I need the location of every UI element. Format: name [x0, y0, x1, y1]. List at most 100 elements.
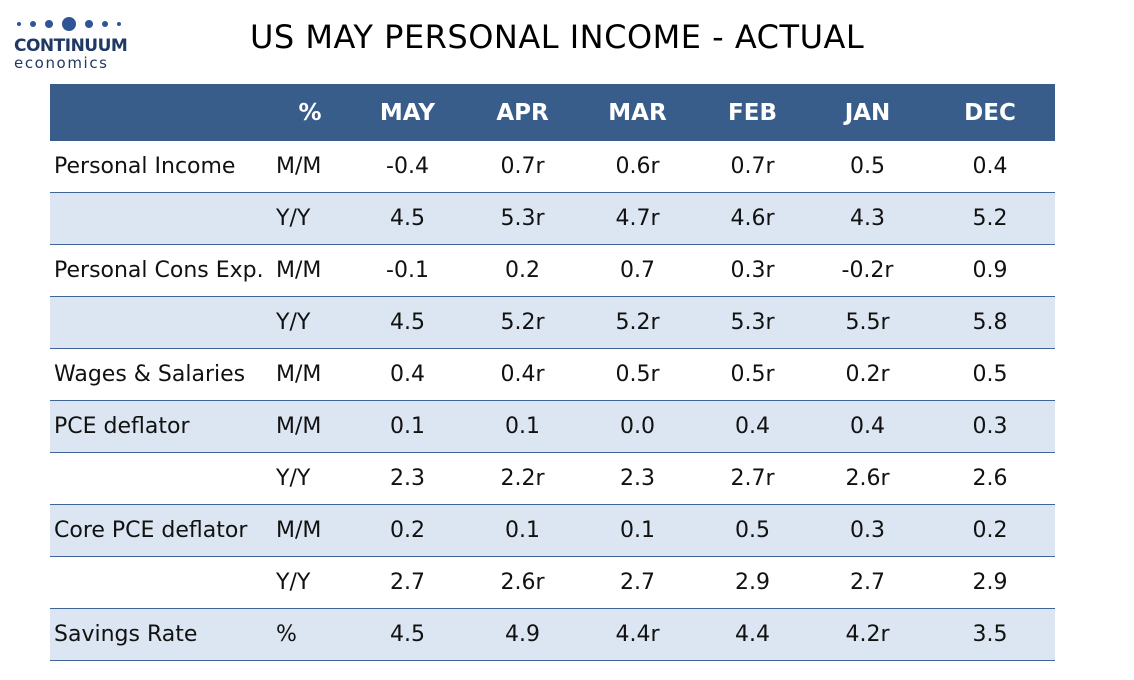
table-cell: 0.3r — [695, 244, 810, 297]
table-cell: 4.4 — [695, 608, 810, 661]
table-row: Y/Y 4.5 5.3r 4.7r 4.6r 4.3 5.2 — [50, 192, 1055, 245]
table-cell: 0.4 — [925, 141, 1055, 193]
table-row: Y/Y 4.5 5.2r 5.2r 5.3r 5.5r 5.8 — [50, 296, 1055, 349]
table-cell: 0.2 — [925, 504, 1055, 557]
row-label — [50, 296, 270, 349]
row-unit: M/M — [270, 244, 350, 297]
row-label: Savings Rate — [50, 608, 270, 661]
column-header: MAY — [350, 84, 465, 141]
row-unit: Y/Y — [270, 452, 350, 505]
table-cell: 0.3 — [925, 400, 1055, 453]
table-cell: 0.5r — [580, 348, 695, 401]
table-row: Wages & Salaries M/M 0.4 0.4r 0.5r 0.5r 0.2r 0.… — [50, 348, 1055, 401]
table-cell: 2.3 — [350, 452, 465, 505]
table-cell: 0.1 — [465, 504, 580, 557]
row-label: Core PCE deflator — [50, 504, 270, 557]
table-cell: 4.3 — [810, 192, 925, 245]
row-unit: Y/Y — [270, 192, 350, 245]
table-cell: 0.1 — [580, 504, 695, 557]
column-header: % — [270, 84, 350, 141]
table-cell: 4.6r — [695, 192, 810, 245]
table-cell: 0.9 — [925, 244, 1055, 297]
table-cell: 0.6r — [580, 141, 695, 193]
table-cell: 2.9 — [925, 556, 1055, 609]
table-cell: 5.2r — [580, 296, 695, 349]
column-header: APR — [465, 84, 580, 141]
table-cell: -0.2r — [810, 244, 925, 297]
table-cell: 4.2r — [810, 608, 925, 661]
table-cell: 4.5 — [350, 192, 465, 245]
table-row: Y/Y 2.3 2.2r 2.3 2.7r 2.6r 2.6 — [50, 452, 1055, 505]
row-unit: % — [270, 608, 350, 661]
table-cell: 5.3r — [465, 192, 580, 245]
table-row: Core PCE deflator M/M 0.2 0.1 0.1 0.5 0.3 0.2 — [50, 504, 1055, 557]
column-header: MAR — [580, 84, 695, 141]
row-label: PCE deflator — [50, 400, 270, 453]
table-cell: -0.1 — [350, 244, 465, 297]
table-cell: 0.2r — [810, 348, 925, 401]
row-label: Personal Cons Exp. — [50, 244, 270, 297]
table-cell: 5.2 — [925, 192, 1055, 245]
row-unit: Y/Y — [270, 296, 350, 349]
row-label — [50, 556, 270, 609]
row-label — [50, 452, 270, 505]
page-title: US MAY PERSONAL INCOME - ACTUAL — [250, 18, 865, 56]
row-label: Wages & Salaries — [50, 348, 270, 401]
brand-subtitle: economics — [14, 54, 109, 72]
row-unit: M/M — [270, 504, 350, 557]
table-cell: 2.9 — [695, 556, 810, 609]
row-unit: M/M — [270, 141, 350, 193]
table-cell: 0.7r — [465, 141, 580, 193]
table-row: PCE deflator M/M 0.1 0.1 0.0 0.4 0.4 0.3 — [50, 400, 1055, 453]
table-cell: 0.5r — [695, 348, 810, 401]
data-table: % MAY APR MAR FEB JAN DEC Personal Income M/M -0… — [50, 84, 1055, 661]
table-cell: 2.6r — [465, 556, 580, 609]
table-cell: 2.7r — [695, 452, 810, 505]
table-row: Personal Cons Exp. M/M -0.1 0.2 0.7 0.3r -0.2r… — [50, 244, 1055, 297]
table-cell: 0.4 — [695, 400, 810, 453]
row-label — [50, 192, 270, 245]
column-header: JAN — [810, 84, 925, 141]
table-cell: 0.1 — [350, 400, 465, 453]
table-cell: 4.5 — [350, 296, 465, 349]
table-cell: 0.7r — [695, 141, 810, 193]
row-unit: Y/Y — [270, 556, 350, 609]
table-cell: 5.8 — [925, 296, 1055, 349]
table-cell: 0.4 — [810, 400, 925, 453]
table-cell: 0.2 — [350, 504, 465, 557]
table-cell: 2.6 — [925, 452, 1055, 505]
table-cell: 2.2r — [465, 452, 580, 505]
row-unit: M/M — [270, 400, 350, 453]
table-cell: 2.7 — [580, 556, 695, 609]
table-cell: 0.7 — [580, 244, 695, 297]
table-cell: 0.5 — [810, 141, 925, 193]
table-cell: 5.3r — [695, 296, 810, 349]
row-label: Personal Income — [50, 141, 270, 193]
table-cell: 4.5 — [350, 608, 465, 661]
table-cell: 3.5 — [925, 608, 1055, 661]
table-row: Y/Y 2.7 2.6r 2.7 2.9 2.7 2.9 — [50, 556, 1055, 609]
column-header — [50, 84, 270, 141]
column-header: DEC — [925, 84, 1055, 141]
table-cell: 0.0 — [580, 400, 695, 453]
table-cell: 0.3 — [810, 504, 925, 557]
table-cell: 0.1 — [465, 400, 580, 453]
row-unit: M/M — [270, 348, 350, 401]
table-row: Savings Rate% 4.5 4.9 4.4r 4.4 4.2r 3.5 — [50, 608, 1055, 661]
table-cell: 4.7r — [580, 192, 695, 245]
table-cell: 0.5 — [925, 348, 1055, 401]
table-header-row: % MAY APR MAR FEB JAN DEC — [50, 84, 1055, 141]
table-cell: 0.4r — [465, 348, 580, 401]
brand-name: CONTINUUM — [14, 36, 128, 56]
table-cell: -0.4 — [350, 141, 465, 193]
table-body: Personal Income M/M -0.4 0.7r 0.6r 0.7r 0.5 0.4… — [50, 141, 1055, 661]
table-cell: 0.5 — [695, 504, 810, 557]
table-cell: 5.5r — [810, 296, 925, 349]
table-cell: 0.4 — [350, 348, 465, 401]
table-row: Personal Income M/M -0.4 0.7r 0.6r 0.7r 0.5 0.4 — [50, 141, 1055, 193]
logo-dots-icon — [14, 14, 134, 34]
table-cell: 2.6r — [810, 452, 925, 505]
table-cell: 4.9 — [465, 608, 580, 661]
column-header: FEB — [695, 84, 810, 141]
table-cell: 4.4r — [580, 608, 695, 661]
